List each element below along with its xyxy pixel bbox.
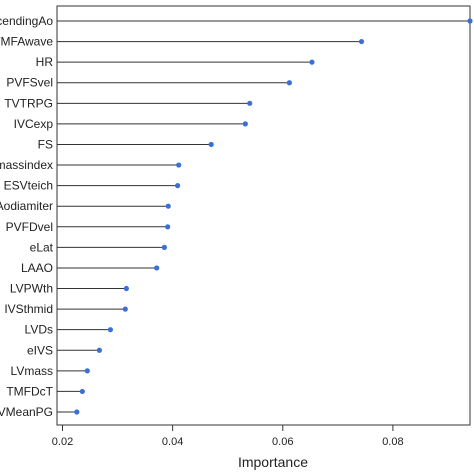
data-point — [165, 203, 171, 209]
category-label: eIVS — [27, 343, 53, 357]
data-point — [96, 347, 103, 353]
data-point — [176, 162, 182, 168]
category-label: TMFAwave — [0, 35, 53, 49]
stem-lines — [57, 20, 470, 413]
category-label: LVDs — [25, 323, 53, 337]
x-tick-label: 0.08 — [382, 436, 403, 448]
category-label: PVFDvel — [6, 220, 53, 234]
category-label: LAAO — [21, 261, 53, 275]
data-point — [154, 265, 160, 271]
data-point — [79, 388, 85, 395]
data-point — [123, 285, 129, 292]
category-label: FS — [38, 137, 53, 151]
category-label: IVCexp — [14, 117, 54, 131]
category-label: cendingAo — [0, 14, 53, 28]
category-label: TMFDcT — [6, 384, 53, 398]
x-axis-title: Importance — [238, 454, 308, 470]
x-tick-label: 0.02 — [52, 436, 73, 448]
data-point — [84, 368, 90, 374]
category-label: PVFSvel — [6, 76, 53, 90]
data-point — [174, 183, 181, 189]
data-point — [107, 327, 114, 333]
data-point — [309, 59, 315, 65]
data-point — [242, 121, 248, 127]
data-point — [467, 18, 473, 24]
data-point — [358, 38, 365, 45]
plot-border — [56, 5, 471, 426]
x-tick-label: 0.06 — [272, 436, 293, 448]
category-label: IVSthmid — [4, 302, 53, 316]
data-point — [286, 80, 292, 86]
category-label: ESVteich — [4, 179, 53, 193]
category-label: VMeanPG — [0, 405, 53, 419]
x-tick-label: 0.04 — [162, 436, 183, 448]
data-point — [208, 141, 214, 148]
data-points — [74, 18, 473, 415]
category-label: Aodiamiter — [0, 199, 53, 213]
category-label: LVPWth — [10, 282, 53, 296]
data-point — [247, 100, 253, 106]
category-label: eLat — [30, 240, 54, 254]
data-point — [122, 306, 128, 312]
data-point — [165, 224, 171, 230]
category-label: LVmass — [11, 364, 53, 378]
category-label: TVTRPG — [4, 96, 53, 110]
category-labels: cendingAo TMFAwave HR PVFSvel TVTRPG IVCexp FS… — [0, 14, 54, 419]
plot-area — [56, 5, 473, 426]
category-label: massindex — [0, 158, 53, 172]
category-label: HR — [36, 55, 54, 69]
x-axis: 0.02 0.04 0.06 0.08 — [52, 425, 404, 448]
data-point — [74, 409, 80, 415]
data-point — [161, 244, 167, 250]
